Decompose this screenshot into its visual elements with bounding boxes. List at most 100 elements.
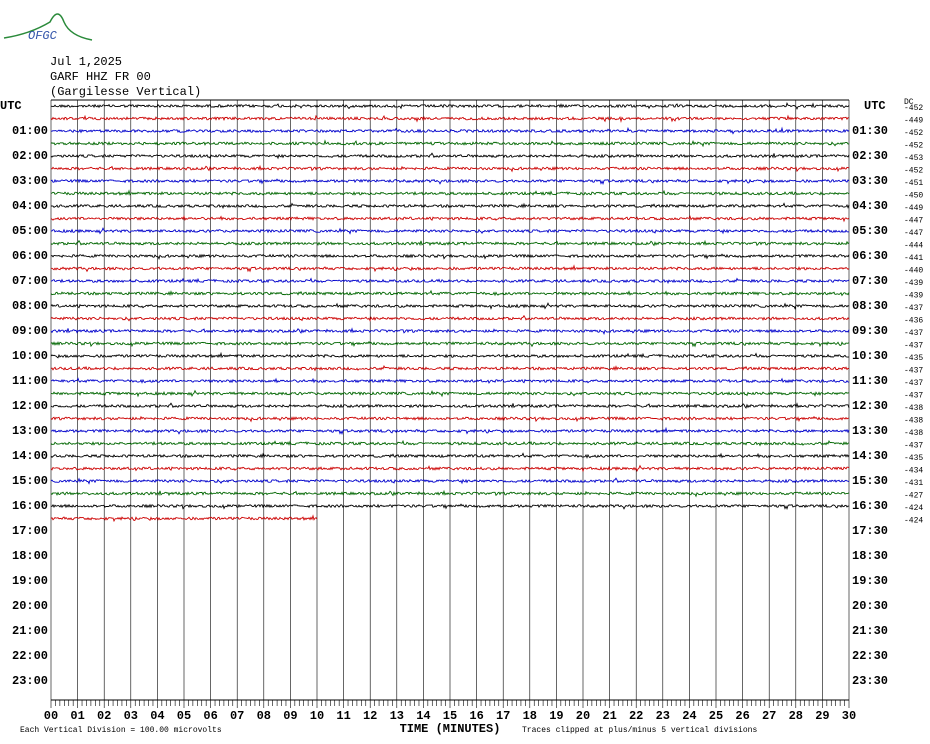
trace [50, 227, 850, 235]
left-hour-label: 03:00 [12, 174, 48, 188]
dc-value: -444 [904, 242, 923, 251]
trace [50, 101, 850, 110]
x-tick-label: 28 [789, 709, 803, 723]
left-hour-label: 17:00 [12, 524, 48, 538]
dc-value: -452 [904, 167, 923, 176]
dc-value: -441 [904, 254, 923, 263]
trace [50, 126, 850, 135]
trace [50, 514, 318, 523]
trace [50, 503, 850, 510]
x-tick-label: 13 [390, 709, 404, 723]
right-hour-label: 02:30 [852, 149, 888, 163]
location: (Gargilesse Vertical) [50, 85, 201, 99]
station: GARF HHZ FR 00 [50, 70, 151, 84]
trace [50, 178, 850, 185]
trace [50, 289, 850, 297]
trace [50, 277, 850, 284]
trace [50, 302, 850, 310]
left-hour-label: 07:00 [12, 274, 48, 288]
trace [50, 215, 850, 223]
right-hour-label: 22:30 [852, 649, 888, 663]
left-hour-label: 19:00 [12, 574, 48, 588]
trace [51, 202, 850, 209]
x-tick-label: 06 [203, 709, 217, 723]
trace [50, 351, 850, 359]
x-tick-label: 12 [363, 709, 377, 723]
trace [50, 402, 850, 409]
scale-note: Each Vertical Division = 100.00 microvol… [20, 726, 222, 735]
trace [50, 426, 850, 435]
x-tick-label: 04 [150, 709, 164, 723]
x-tick-label: 00 [44, 709, 58, 723]
left-hour-label: 20:00 [12, 599, 48, 613]
left-hour-label: 06:00 [12, 249, 48, 263]
left-hour-label: 21:00 [12, 624, 48, 638]
right-hour-label: 19:30 [852, 574, 888, 588]
dc-value: -453 [904, 154, 923, 163]
date: Jul 1,2025 [50, 55, 122, 69]
x-tick-label: 10 [310, 709, 324, 723]
trace [50, 489, 850, 498]
right-hour-label: 10:30 [852, 349, 888, 363]
x-tick-label: 26 [735, 709, 749, 723]
trace [50, 464, 850, 473]
trace [50, 477, 850, 485]
right-hour-label: 07:30 [852, 274, 888, 288]
right-hour-label: 20:30 [852, 599, 888, 613]
x-tick-label: 14 [416, 709, 430, 723]
dc-value: -438 [904, 404, 923, 413]
dc-value: -437 [904, 342, 923, 351]
right-hour-label: 18:30 [852, 549, 888, 563]
dc-title: DC [904, 98, 914, 107]
dc-value: -447 [904, 217, 923, 226]
dc-value: -447 [904, 229, 923, 238]
dc-value: -438 [904, 417, 923, 426]
x-tick-label: 18 [523, 709, 537, 723]
right-hour-label: 17:30 [852, 524, 888, 538]
trace [50, 314, 850, 322]
x-axis-title: TIME (MINUTES) [400, 722, 501, 736]
dc-value: -437 [904, 392, 923, 401]
x-tick-label: 22 [629, 709, 643, 723]
dc-value: -427 [904, 492, 923, 501]
trace [50, 152, 850, 160]
dc-value: -437 [904, 329, 923, 338]
x-tick-label: 07 [230, 709, 244, 723]
logo-curve [3, 13, 93, 41]
dc-value: -436 [904, 317, 923, 326]
right-hour-label: 23:30 [852, 674, 888, 688]
right-hour-label: 04:30 [852, 199, 888, 213]
trace [50, 377, 850, 384]
x-tick-label: 30 [842, 709, 856, 723]
trace [50, 389, 850, 398]
trace [50, 139, 850, 148]
left-hour-label: 09:00 [12, 324, 48, 338]
x-tick-label: 08 [257, 709, 271, 723]
left-hour-label: 15:00 [12, 474, 48, 488]
dc-value: -452 [904, 104, 923, 113]
left-hour-label: 11:00 [12, 374, 48, 388]
left-hour-label: 22:00 [12, 649, 48, 663]
trace [50, 364, 850, 372]
trace [50, 415, 849, 423]
trace [50, 189, 850, 196]
right-hour-label: 14:30 [852, 449, 888, 463]
x-tick-label: 11 [336, 709, 350, 723]
dc-value: -437 [904, 442, 923, 451]
right-hour-label: 16:30 [852, 499, 888, 513]
dc-value: -437 [904, 379, 923, 388]
right-hour-label: 13:30 [852, 424, 888, 438]
trace [50, 164, 850, 173]
x-tick-label: 05 [177, 709, 191, 723]
clip-note: Traces clipped at plus/minus 5 vertical … [522, 726, 757, 735]
x-tick-label: 21 [602, 709, 616, 723]
x-tick-label: 24 [682, 709, 696, 723]
trace [50, 253, 850, 260]
trace [50, 327, 850, 335]
left-hour-label: 02:00 [12, 149, 48, 163]
dc-value: -437 [904, 367, 923, 376]
trace [50, 452, 850, 459]
dc-value: -431 [904, 479, 923, 488]
left-hour-label: 13:00 [12, 424, 48, 438]
logo-text: OFGC [28, 29, 58, 43]
